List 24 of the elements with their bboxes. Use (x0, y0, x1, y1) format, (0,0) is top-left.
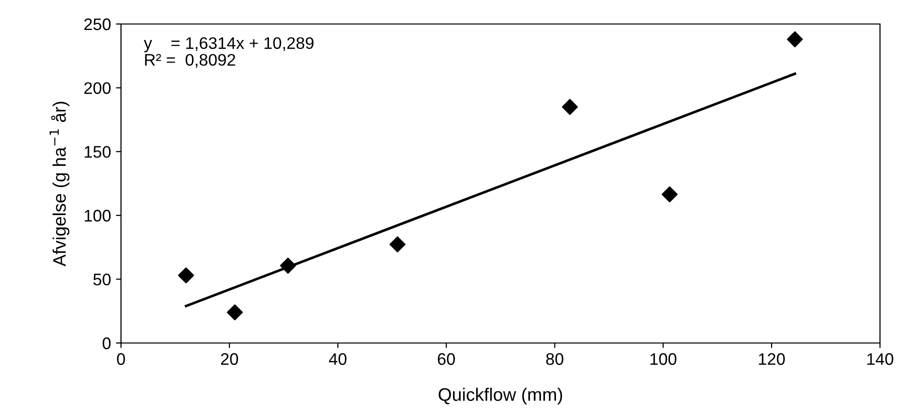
point (280, 258, 296, 274)
x-tick-label: 120 (758, 353, 785, 365)
x-tick-label: 60 (438, 353, 455, 365)
y-tick-label: 50 (93, 274, 111, 286)
x-tick-label: 80 (546, 353, 564, 365)
point (662, 186, 678, 202)
point (786, 31, 803, 48)
x-tick-label: 40 (328, 353, 346, 365)
y-tick-label: 100 (84, 210, 111, 222)
point (390, 236, 406, 252)
y-tick-label: 250 (84, 18, 111, 30)
point (178, 267, 194, 284)
point (562, 98, 578, 115)
y-tick-label: 0 (102, 337, 111, 350)
y-tick-label: 150 (84, 146, 111, 158)
x-tick-label: 20 (221, 353, 238, 365)
x-tick-label: 100 (650, 353, 676, 365)
annotation: y = 1,6314x + 10,289 R² = 0,8092 (144, 37, 314, 68)
point (226, 304, 243, 320)
y-tick-label: 200 (84, 82, 111, 94)
x-tick-label: 0 (117, 353, 125, 365)
y-axis-title: Afvigelse (g ha$^{−1}$ år) (50, 102, 70, 266)
x-tick-label: 140 (867, 353, 894, 365)
x-axis-title: Quickflow (mm) (438, 388, 562, 405)
